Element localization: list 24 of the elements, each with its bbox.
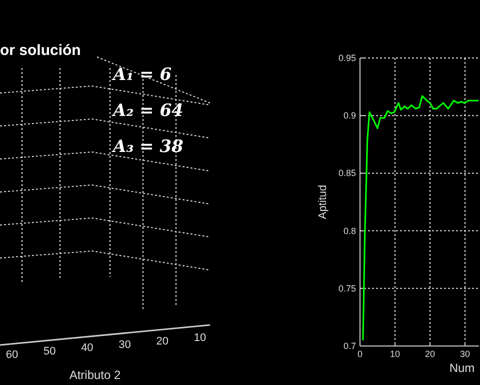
y-tick-label: 0.8 bbox=[343, 226, 356, 236]
text: Atributo 2 bbox=[69, 368, 121, 382]
category-label: 40 bbox=[81, 342, 94, 354]
category-label: 60 bbox=[6, 349, 18, 361]
category-label: 30 bbox=[118, 338, 131, 351]
x-axis-title: Num bbox=[449, 361, 475, 375]
y-tick-label: 0.95 bbox=[338, 53, 356, 63]
y-tick-label: 0.75 bbox=[338, 283, 356, 294]
text: A₂ = 64 bbox=[111, 101, 184, 121]
x-tick-label: 10 bbox=[390, 349, 400, 359]
text: A₃ = 38 bbox=[111, 137, 184, 157]
text: or solución bbox=[0, 42, 81, 59]
line-series bbox=[362, 95, 480, 342]
category-label: 50 bbox=[43, 346, 56, 358]
y-tick-label: 0.85 bbox=[338, 168, 356, 178]
text: A₁ = 6 bbox=[111, 65, 172, 85]
y-tick-label: 0.9 bbox=[343, 110, 356, 121]
y-axis-title: Aptitud bbox=[317, 184, 329, 220]
x-tick-label: 20 bbox=[424, 349, 436, 359]
y-tick-label: 0.7 bbox=[343, 341, 356, 351]
category-label: 20 bbox=[156, 335, 169, 348]
x-tick-label: 30 bbox=[460, 349, 470, 359]
x-tick-label: 0 bbox=[357, 349, 363, 359]
category-label: 10 bbox=[194, 332, 206, 344]
